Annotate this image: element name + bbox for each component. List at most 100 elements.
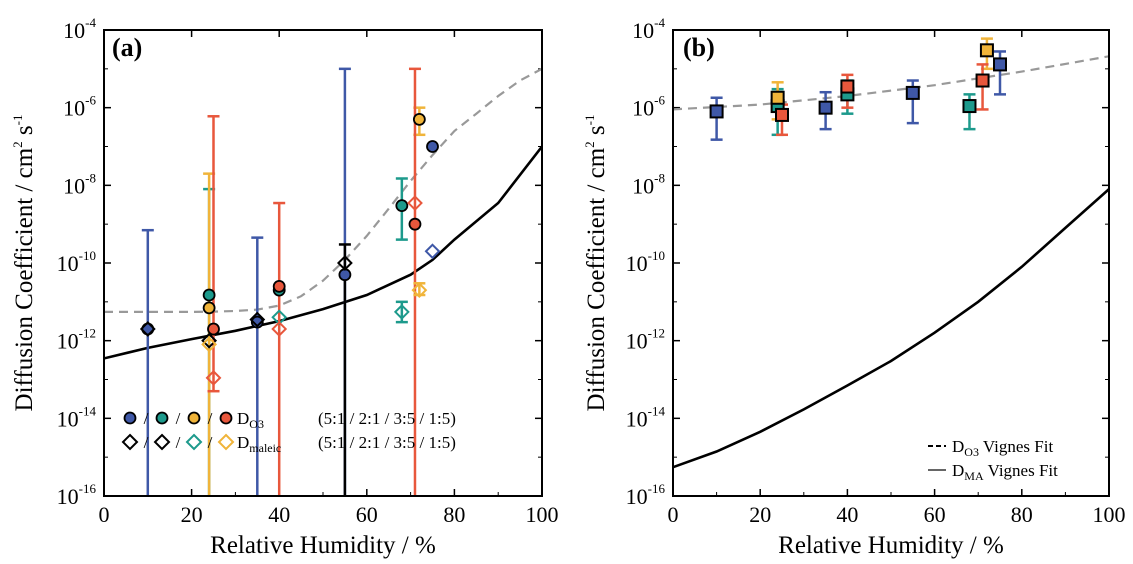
solid-fit-curve <box>104 145 542 360</box>
circle-point <box>408 217 422 231</box>
diamond-point <box>393 304 410 320</box>
legend-ratio-label: (5:1 / 2:1 / 3:5 / 1:5) <box>318 433 456 452</box>
panel-a: 0 20 40 60 80 100 10-16 10-14 10-12 10-10 10-8 10-6… <box>10 15 559 559</box>
y-tick-label: 10-14 <box>57 403 97 431</box>
y-tick-label: 10-8 <box>632 170 665 198</box>
axis-ticks-b: 0 20 40 60 80 100 10-16 10-14 10-12 10-10 10-8 10-6… <box>626 15 1126 527</box>
x-tick-label: 100 <box>1093 502 1126 527</box>
legend-separator: / <box>208 409 213 428</box>
y-tick-label: 10-16 <box>626 481 666 509</box>
panel-label-a: (a) <box>112 33 142 62</box>
dashed-fit-curve <box>104 67 542 313</box>
y-axis-title-a: Diffusion Coefficient / cm2 s-1 <box>10 115 38 412</box>
x-tick-label: 40 <box>268 502 290 527</box>
x-tick-label: 20 <box>181 502 203 527</box>
diamond-point <box>249 311 266 328</box>
x-axis-title-a: Relative Humidity / % <box>210 532 436 559</box>
square-point <box>775 107 789 122</box>
legend-ratio-label: (5:1 / 2:1 / 3:5 / 1:5) <box>318 409 456 428</box>
square-point <box>979 43 994 58</box>
x-axis-title-b: Relative Humidity / % <box>778 532 1004 559</box>
legend-circle-marker <box>155 411 169 425</box>
diamond-point <box>205 369 222 386</box>
circle-point <box>202 301 216 315</box>
diamond-point <box>201 332 218 349</box>
x-tick-label: 80 <box>1011 502 1033 527</box>
error-bars-a <box>141 67 426 496</box>
y-tick-label: 10-12 <box>626 326 665 354</box>
circle-point <box>250 315 264 329</box>
legend-diamond-marker <box>217 433 235 451</box>
square-point <box>818 100 833 115</box>
square-point <box>840 79 855 94</box>
diamond-point <box>139 321 156 337</box>
plot-frame-a <box>103 29 543 497</box>
legend-separator: / <box>144 433 149 452</box>
x-tick-label: 60 <box>356 502 378 527</box>
legend-fit-label: DMA Vignes Fit <box>952 461 1058 483</box>
x-tick-label: 100 <box>526 502 559 527</box>
data-points-b <box>709 43 1007 122</box>
legend-circle-marker <box>187 411 201 425</box>
diamond-point <box>271 321 288 337</box>
solid-fit-curve <box>673 188 1109 469</box>
y-tick-label: 10-14 <box>626 403 666 431</box>
legend-circle-marker <box>219 411 233 425</box>
legend-diamond-marker <box>121 433 139 451</box>
square-point <box>709 104 724 119</box>
legend-circle-marker <box>123 411 137 425</box>
square-point <box>993 57 1007 72</box>
y-tick-label: 10-6 <box>63 93 96 121</box>
x-tick-label: 80 <box>443 502 465 527</box>
panel-label-b: (b) <box>683 33 715 62</box>
data-points-a <box>139 112 441 386</box>
axis-ticks-a: 0 20 40 60 80 100 10-16 10-14 10-12 10-10 10-8 10-6… <box>57 15 559 527</box>
legend-diamond-marker <box>153 433 171 451</box>
square-point <box>770 90 785 105</box>
y-axis-title-b: Diffusion Coefficient / cm2 s-1 <box>582 115 610 412</box>
circle-point <box>202 288 216 302</box>
fit-curves-a <box>104 67 542 360</box>
legend-series-label: DO3 <box>237 409 264 431</box>
y-tick-label: 10-8 <box>63 170 96 198</box>
y-tick-label: 10-12 <box>57 326 96 354</box>
dashed-fit-curve <box>673 55 1109 111</box>
diamond-point <box>336 255 353 271</box>
x-tick-label: 0 <box>668 502 679 527</box>
diamond-point <box>424 243 441 260</box>
legend-a: / / / DO3 (5:1 / 2:1 / 3:5 / 1:5) / / / Dmaleic (… <box>121 409 456 455</box>
square-point <box>962 99 977 114</box>
x-tick-label: 60 <box>924 502 946 527</box>
circle-point <box>272 279 286 293</box>
diamond-point <box>407 195 423 211</box>
panel-b: 0 20 40 60 80 100 10-16 10-14 10-12 10-10 10-8 10-6… <box>582 15 1126 559</box>
y-tick-label: 10-6 <box>632 93 665 121</box>
circle-point <box>426 140 439 153</box>
square-point <box>975 73 990 88</box>
legend-series-label: Dmaleic <box>237 433 281 455</box>
x-tick-label: 20 <box>749 502 771 527</box>
y-tick-label: 10-16 <box>57 481 97 509</box>
square-point <box>905 85 920 100</box>
legend-diamond-marker <box>185 433 203 451</box>
legend-separator: / <box>176 433 181 452</box>
circle-point <box>207 322 220 336</box>
diamond-point <box>201 336 218 353</box>
legend-separator: / <box>176 409 181 428</box>
legend-separator: / <box>144 409 149 428</box>
x-tick-label: 0 <box>99 502 110 527</box>
x-tick-label: 40 <box>836 502 858 527</box>
diamond-point <box>411 282 428 299</box>
legend-separator: / <box>208 433 213 452</box>
fit-curves-b <box>673 55 1109 469</box>
circle-point <box>395 199 409 213</box>
plot-frame-b <box>672 29 1110 497</box>
legend-fit-label: DO3 Vignes Fit <box>952 437 1053 459</box>
y-tick-label: 10-10 <box>57 248 96 276</box>
y-tick-label: 10-4 <box>63 15 96 43</box>
y-tick-label: 10-4 <box>632 15 665 43</box>
y-tick-label: 10-10 <box>626 248 665 276</box>
error-bars-b <box>710 37 1006 141</box>
